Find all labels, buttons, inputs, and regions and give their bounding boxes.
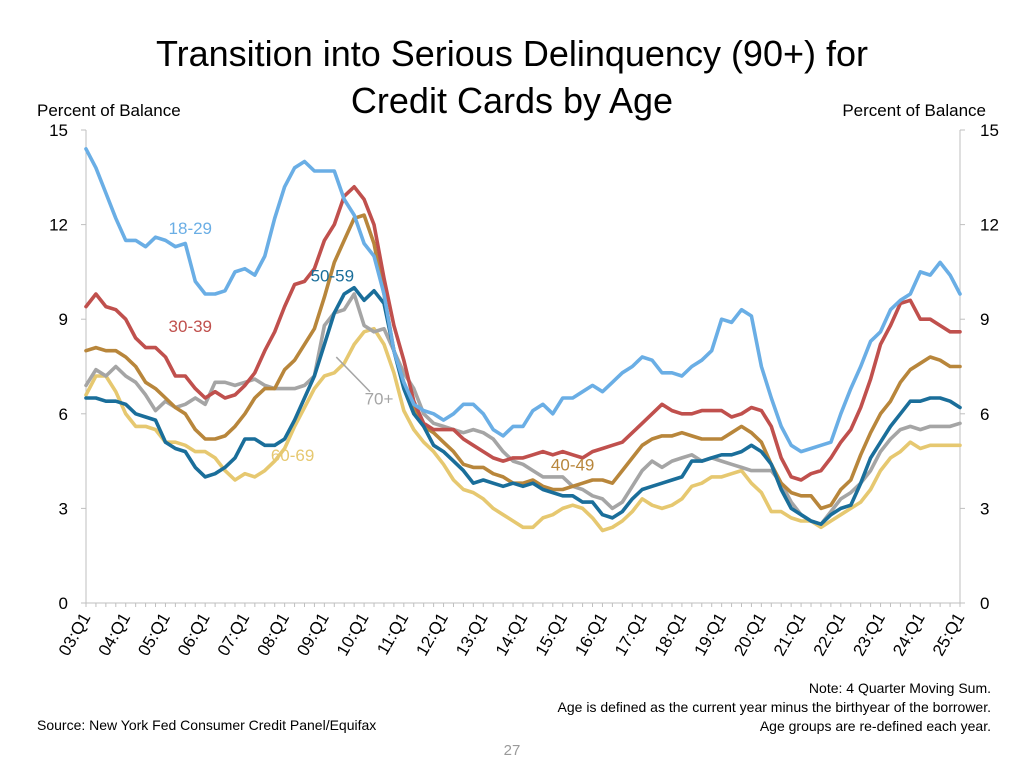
x-tick-label: 19:Q1 <box>690 610 730 660</box>
x-tick-label: 21:Q1 <box>770 610 810 660</box>
series-label-40-49: 40-49 <box>551 456 594 475</box>
x-tick-label: 13:Q1 <box>452 610 492 660</box>
source-note: Source: New York Fed Consumer Credit Pan… <box>37 717 377 733</box>
y-tick-label-left: 6 <box>59 405 68 424</box>
title-line-2: Credit Cards by Age <box>350 80 674 121</box>
x-tick-label: 15:Q1 <box>532 610 572 660</box>
note-line-1: Note: 4 Quarter Moving Sum. <box>808 680 991 696</box>
series-line-30-39 <box>84 185 962 482</box>
y-tick-label-left: 15 <box>49 121 68 140</box>
note-line-3: Age groups are re-defined each year. <box>759 718 991 734</box>
title-line-1: Transition into Serious Delinquency (90+… <box>155 33 869 74</box>
x-tick-label: 23:Q1 <box>849 610 889 660</box>
y-tick-label-right: 12 <box>980 216 999 235</box>
series-label-70plus: 70+ <box>365 389 394 408</box>
y-tick-label-right: 3 <box>980 499 989 518</box>
series-label-60-69: 60-69 <box>271 446 314 465</box>
y-tick-label-left: 9 <box>59 310 68 329</box>
x-tick-label: 25:Q1 <box>929 610 969 660</box>
y-axis-label-right: Percent of Balance <box>842 101 986 120</box>
y-tick-label-left: 3 <box>59 499 68 518</box>
x-tick-label: 14:Q1 <box>492 610 532 660</box>
page-number: 27 <box>503 742 521 759</box>
x-tick-label: 07:Q1 <box>214 610 254 660</box>
x-tick-label: 03:Q1 <box>55 610 95 660</box>
y-tick-label-right: 6 <box>980 405 989 424</box>
y-tick-label-right: 15 <box>980 121 999 140</box>
y-axis-label-left: Percent of Balance <box>37 101 181 120</box>
chart-title: Transition into Serious Delinquency (90+… <box>0 30 1024 124</box>
series-label-50-59: 50-59 <box>311 266 354 285</box>
x-tick-label: 04:Q1 <box>95 610 135 660</box>
x-tick-label: 05:Q1 <box>134 610 174 660</box>
x-tick-label: 24:Q1 <box>889 610 929 660</box>
y-tick-label-right: 0 <box>980 594 989 613</box>
series-line-40-49 <box>84 213 962 511</box>
label-70plus-leader <box>335 356 371 393</box>
x-tick-label: 10:Q1 <box>333 610 373 660</box>
series-label-18-29: 18-29 <box>169 219 212 238</box>
y-tick-label-left: 12 <box>49 216 68 235</box>
series-line-18-29 <box>84 147 962 454</box>
x-tick-label: 08:Q1 <box>253 610 293 660</box>
series-label-30-39: 30-39 <box>169 317 212 336</box>
x-tick-label: 06:Q1 <box>174 610 214 660</box>
x-tick-label: 11:Q1 <box>373 610 412 659</box>
series-line-70plus <box>84 292 962 527</box>
x-tick-label: 20:Q1 <box>730 610 770 660</box>
x-tick-label: 22:Q1 <box>810 610 850 660</box>
x-tick-label: 09:Q1 <box>293 610 333 660</box>
note-line-2: Age is defined as the current year minus… <box>557 699 991 715</box>
x-tick-label: 16:Q1 <box>571 610 611 660</box>
series-line-60-69 <box>84 326 962 533</box>
x-tick-label: 12:Q1 <box>412 610 452 660</box>
series-line-50-59 <box>84 285 962 527</box>
x-tick-label: 17:Q1 <box>611 610 651 660</box>
x-tick-label: 18:Q1 <box>651 610 691 660</box>
y-tick-label-left: 0 <box>59 594 68 613</box>
chart-notes: Note: 4 Quarter Moving Sum. Age is defin… <box>558 679 991 736</box>
y-tick-label-right: 9 <box>980 310 989 329</box>
